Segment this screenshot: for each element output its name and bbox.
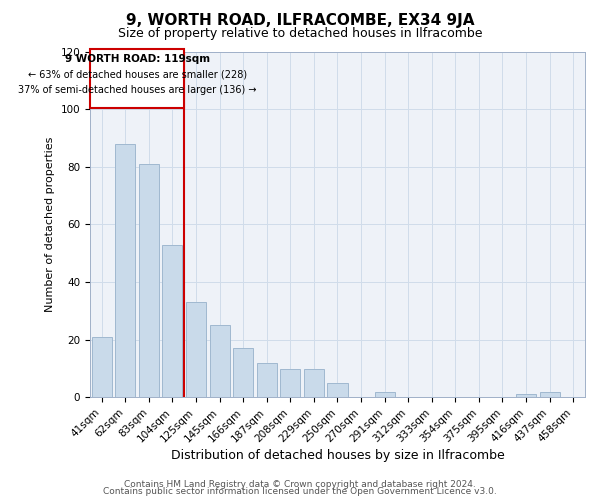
Text: Contains public sector information licensed under the Open Government Licence v3: Contains public sector information licen…: [103, 488, 497, 496]
Bar: [139, 164, 159, 398]
Bar: [539, 392, 560, 398]
Bar: [186, 302, 206, 398]
Bar: [304, 368, 324, 398]
Y-axis label: Number of detached properties: Number of detached properties: [45, 136, 55, 312]
Bar: [516, 394, 536, 398]
Bar: [280, 368, 301, 398]
Bar: [90, 48, 184, 108]
Bar: [328, 383, 347, 398]
Text: ← 63% of detached houses are smaller (228): ← 63% of detached houses are smaller (22…: [28, 70, 247, 80]
Text: 9, WORTH ROAD, ILFRACOMBE, EX34 9JA: 9, WORTH ROAD, ILFRACOMBE, EX34 9JA: [126, 12, 474, 28]
Bar: [115, 144, 136, 398]
Text: 9 WORTH ROAD: 119sqm: 9 WORTH ROAD: 119sqm: [65, 54, 209, 64]
Text: 37% of semi-detached houses are larger (136) →: 37% of semi-detached houses are larger (…: [18, 86, 256, 96]
X-axis label: Distribution of detached houses by size in Ilfracombe: Distribution of detached houses by size …: [170, 450, 505, 462]
Bar: [233, 348, 253, 398]
Bar: [374, 392, 395, 398]
Text: Contains HM Land Registry data © Crown copyright and database right 2024.: Contains HM Land Registry data © Crown c…: [124, 480, 476, 489]
Bar: [209, 326, 230, 398]
Bar: [163, 244, 182, 398]
Text: Size of property relative to detached houses in Ilfracombe: Size of property relative to detached ho…: [118, 28, 482, 40]
Bar: [257, 363, 277, 398]
Bar: [92, 337, 112, 398]
